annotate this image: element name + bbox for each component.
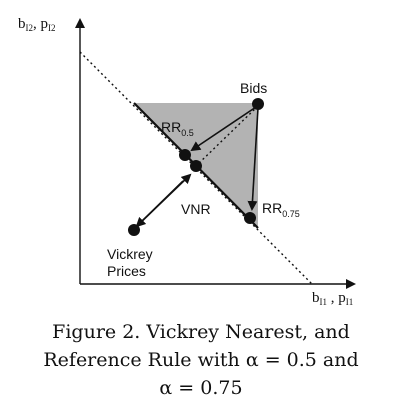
vickrey-label-line2: Prices bbox=[107, 263, 146, 279]
caption-line-1: Figure 2. Vickrey Nearest, and bbox=[52, 321, 350, 343]
caption-line-2: Reference Rule with α = 0.5 and bbox=[43, 349, 359, 371]
rr05-label: RR0.5 bbox=[161, 119, 194, 138]
figure-caption: Figure 2. Vickrey Nearest, and Reference… bbox=[0, 318, 402, 402]
arrow-bids-to-rr05 bbox=[190, 106, 257, 152]
vickrey-point bbox=[128, 224, 140, 236]
arrow-vickrey-tail bbox=[135, 180, 184, 228]
rr075-label: RR0.75 bbox=[262, 200, 300, 219]
vickrey-label-line1: Vickrey bbox=[107, 246, 153, 262]
bids-point bbox=[252, 98, 264, 110]
arrow-bids-to-rr075 bbox=[247, 107, 259, 211]
bids-label: Bids bbox=[240, 80, 267, 96]
x-axis-label: bI1 , pI1 bbox=[312, 290, 353, 307]
bids-to-vnr-dotted bbox=[195, 105, 259, 167]
y-axis-label: bI2, pI2 bbox=[18, 16, 56, 33]
vnr-point bbox=[190, 160, 202, 172]
vnr-label: VNR bbox=[181, 201, 211, 217]
caption-line-3: α = 0.75 bbox=[159, 377, 243, 399]
rr075-point bbox=[244, 212, 256, 224]
rr05-point bbox=[179, 149, 191, 161]
